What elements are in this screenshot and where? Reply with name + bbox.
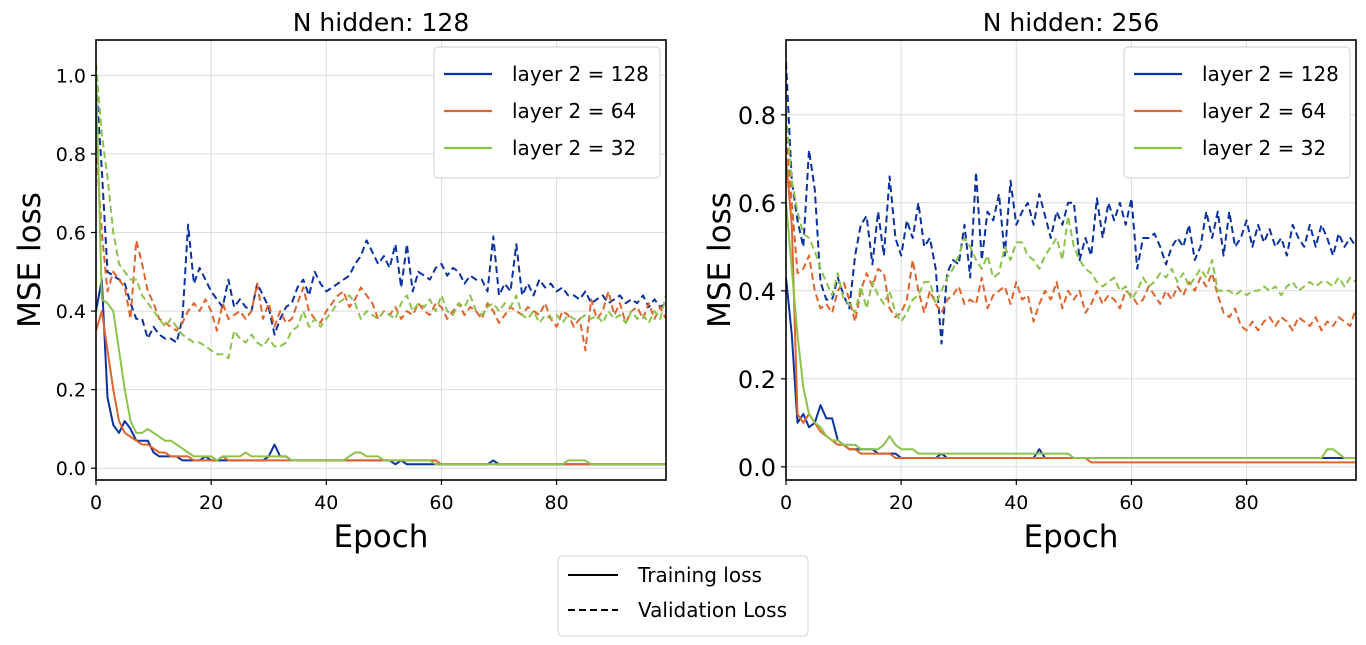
validation-line-3 [96,83,666,344]
series-lines [96,63,666,466]
shared-legend-label: Training loss [637,563,762,587]
legend-label: layer 2 = 64 [1202,99,1326,123]
legend: layer 2 = 128 layer 2 = 64 layer 2 = 32 [433,46,661,179]
legend-box [433,46,661,179]
legend-label: layer 2 = 64 [512,99,636,123]
y-tick-label: 0.0 [738,454,776,482]
chart-title: N hidden: 256 [983,8,1160,37]
x-tick-label: 20 [199,492,223,514]
y-tick-label: 0.2 [56,380,86,402]
legend: layer 2 = 128 layer 2 = 64 layer 2 = 32 [1123,46,1351,179]
x-tick-label: 80 [1235,492,1259,514]
chart-panel-n-hidden-128: 0 20 40 60 80 0.0 0.2 0.4 0.6 0.8 1.0 N hidden: 128… [12,8,667,555]
validation-line-5 [786,114,1356,323]
plot-frame [785,39,1357,481]
x-axis-label: Epoch [334,519,429,555]
chart-title: N hidden: 128 [293,8,470,37]
y-axis-label: MSE loss [12,192,48,328]
training-line-2 [96,75,666,466]
legend-label: layer 2 = 128 [512,62,649,86]
x-tick-label: 40 [314,492,338,514]
y-tick-label: 0.6 [738,190,776,218]
x-tick-label: 20 [889,492,913,514]
shared-legend-label: Validation Loss [638,598,787,622]
chart-panel-n-hidden-256: 0 20 40 60 80 0.0 0.2 0.4 0.6 0.8 N hidden: 256 Epo… [702,8,1357,555]
x-tick-label: 60 [1119,492,1143,514]
y-tick-label: 1.0 [56,65,86,87]
training-line-1 [786,158,1356,464]
y-tick-label: 0.4 [56,301,86,323]
y-tick-label: 0.6 [56,223,86,245]
validation-line-3 [786,61,1356,345]
legend-label: layer 2 = 32 [512,136,636,160]
y-tick-label: 0.8 [56,144,86,166]
legend-label: layer 2 = 128 [1202,62,1339,86]
y-tick-label: 0.0 [56,458,86,480]
plot-frame [95,39,667,481]
ticks: 0 20 40 60 80 0.0 0.2 0.4 0.6 0.8 [738,102,1259,514]
series-lines [786,61,1356,464]
y-tick-label: 0.8 [738,102,776,130]
y-axis-label: MSE loss [702,192,738,328]
shared-legend-box [557,555,809,637]
training-line-1 [96,310,666,466]
validation-line-4 [786,136,1356,332]
validation-line-5 [96,63,666,360]
y-tick-label: 0.4 [738,278,776,306]
y-tick-label: 0.2 [738,366,776,394]
x-tick-label: 60 [429,492,453,514]
ticks: 0 20 40 60 80 0.0 0.2 0.4 0.6 0.8 1.0 [56,65,569,514]
legend-box [1123,46,1351,179]
shared-legend: Training loss Validation Loss [557,555,809,637]
x-tick-label: 80 [545,492,569,514]
x-tick-label: 0 [90,492,102,514]
training-line-2 [786,202,1356,459]
legend-label: layer 2 = 32 [1202,136,1326,160]
x-tick-label: 0 [780,492,792,514]
training-line-0 [786,277,1356,459]
x-axis-label: Epoch [1024,519,1119,555]
training-line-0 [96,278,666,466]
x-tick-label: 40 [1004,492,1028,514]
